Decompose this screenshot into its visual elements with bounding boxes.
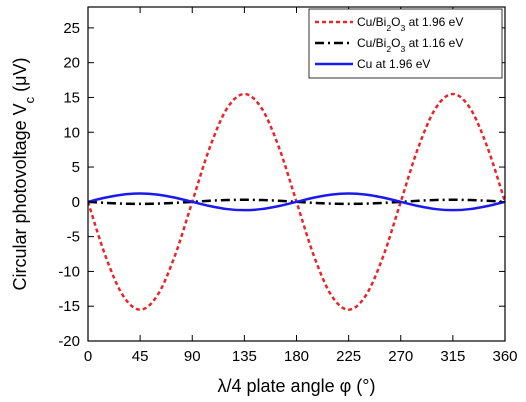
- y-axis-label: Circular photovoltage Vc (μV): [10, 58, 37, 291]
- x-tick-label: 0: [84, 348, 92, 365]
- axes: 0 45 90 135 180 225 270 315 360 -20 -15 -10 -5 0 5 10 15…: [58, 6, 518, 365]
- y-tick-label: -20: [58, 333, 80, 350]
- x-tick-label: 180: [284, 348, 309, 365]
- x-axis-label: λ/4 plate angle φ (°): [218, 376, 376, 396]
- x-tick-label: 315: [440, 348, 465, 365]
- series-line-3: [88, 192, 505, 212]
- x-tick-label: 135: [232, 348, 257, 365]
- legend-label-2: Cu/Bi2O3 at 1.16 eV: [357, 36, 463, 54]
- series-line-2: [88, 198, 505, 206]
- x-tick-label: 360: [492, 348, 517, 365]
- y-tick-label: -5: [67, 229, 80, 246]
- y-tick-label: 15: [63, 89, 80, 106]
- x-tick-label: 45: [132, 348, 149, 365]
- x-tick-label: 90: [184, 348, 201, 365]
- y-tick-label: -15: [58, 298, 80, 315]
- x-tick-label: 225: [336, 348, 361, 365]
- y-tick-label: -10: [58, 263, 80, 280]
- legend-label-3: Cu at 1.96 eV: [357, 57, 430, 71]
- legend: Cu/Bi2O3 at 1.96 eV Cu/Bi2O3 at 1.16 eV Cu…: [308, 8, 503, 79]
- legend-label-1: Cu/Bi2O3 at 1.96 eV: [357, 15, 463, 33]
- y-tick-label: 10: [63, 124, 80, 141]
- y-tick-label: 5: [72, 159, 80, 176]
- y-tick-label: 25: [63, 20, 80, 37]
- x-tick-label: 270: [388, 348, 413, 365]
- y-tick-label: 0: [72, 194, 80, 211]
- plot-area: [88, 92, 505, 311]
- y-tick-label: 20: [63, 55, 80, 72]
